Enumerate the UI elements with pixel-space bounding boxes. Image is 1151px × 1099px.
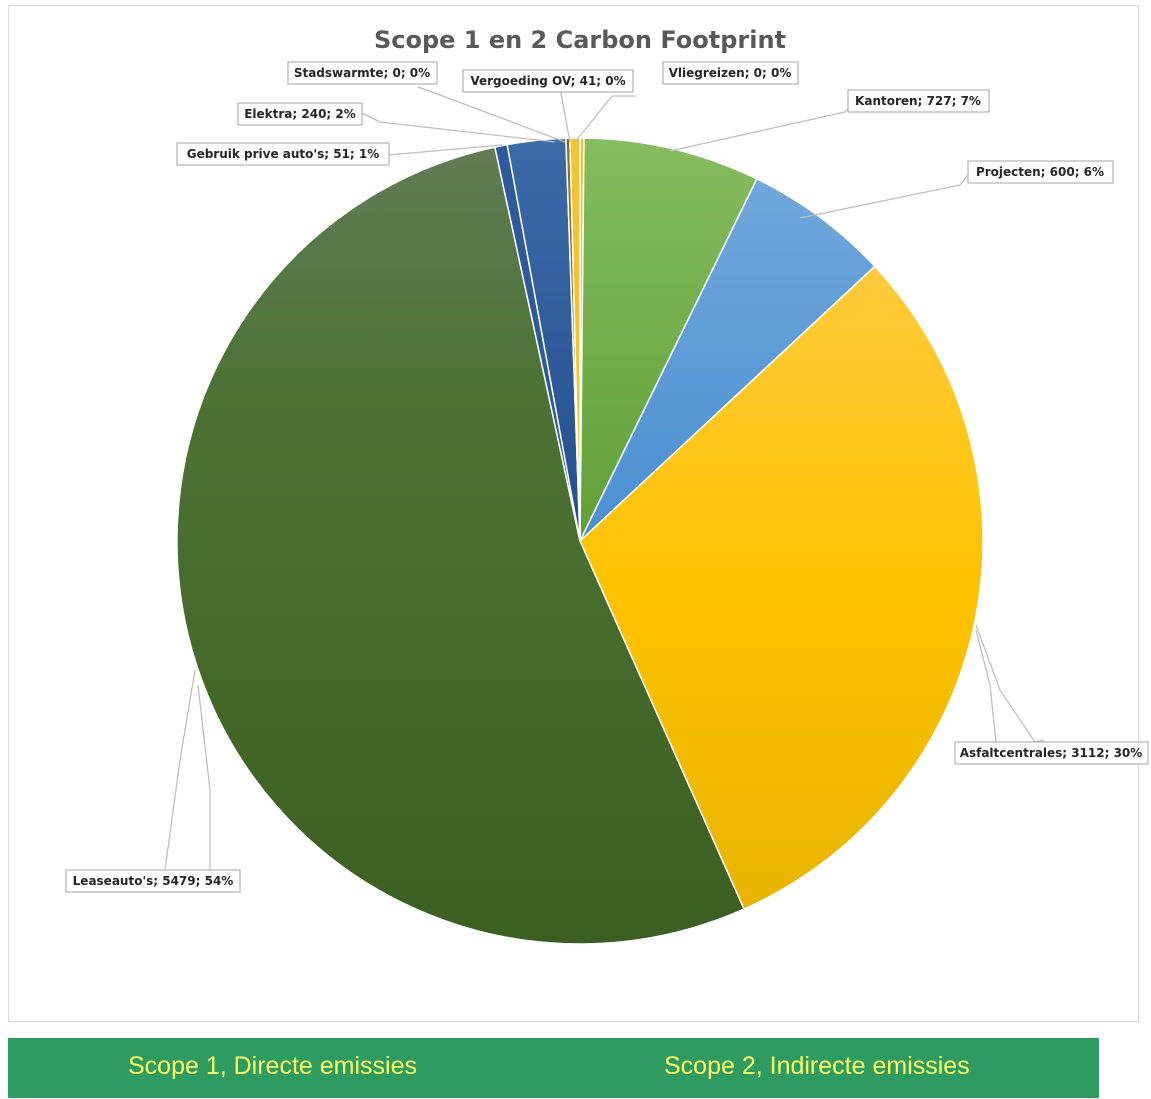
- svg-text:Leaseauto's; 5479; 54%: Leaseauto's; 5479; 54%: [73, 874, 234, 888]
- leader-line: [799, 174, 969, 219]
- leader-line: [164, 669, 196, 871]
- slices-layer: [176, 137, 984, 945]
- data-label-leaseautos: Leaseauto's; 5479; 54%: [65, 869, 241, 893]
- data-label-vliegreizen: Vliegreizen; 0; 0%: [662, 61, 799, 85]
- svg-text:Elektra; 240; 2%: Elektra; 240; 2%: [244, 107, 356, 121]
- scope-1-label: Scope 1, Directe emissies: [128, 1052, 418, 1080]
- leader-line: [975, 629, 997, 743]
- leader-line: [361, 112, 556, 143]
- data-label-elektra: Elektra; 240; 2%: [237, 102, 363, 126]
- scope-2-label: Scope 2, Indirecte emissies: [664, 1052, 970, 1080]
- svg-text:Vliegreizen; 0; 0%: Vliegreizen; 0; 0%: [669, 66, 792, 80]
- data-label-vergoeding-ov: Vergoeding OV; 41; 0%: [462, 69, 634, 93]
- svg-text:Vergoeding OV; 41; 0%: Vergoeding OV; 41; 0%: [470, 74, 625, 88]
- leader-line: [975, 624, 1045, 743]
- pie-slice-leaseauto-s: [176, 146, 746, 945]
- leader-line: [669, 103, 854, 152]
- pie-slice-asfaltcentrales: [579, 265, 984, 911]
- leader-line: [387, 144, 503, 156]
- svg-text:Kantoren; 727; 7%: Kantoren; 727; 7%: [855, 94, 981, 108]
- data-label-kantoren: Kantoren; 727; 7%: [847, 89, 990, 113]
- data-label-gebruik-prive-autos: Gebruik prive auto's; 51; 1%: [176, 142, 390, 166]
- data-label-projecten: Projecten; 600; 6%: [967, 160, 1114, 184]
- svg-text:Asfaltcentrales; 3112; 30%: Asfaltcentrales; 3112; 30%: [960, 746, 1143, 760]
- data-label-stadswarmte: Stadswarmte; 0; 0%: [287, 61, 438, 85]
- leader-line: [559, 87, 571, 143]
- data-label-asfaltcentrales: Asfaltcentrales; 3112; 30%: [954, 741, 1149, 765]
- pie-slice-kantoren: [579, 137, 758, 542]
- leader-line: [417, 86, 566, 143]
- svg-text:Stadswarmte; 0; 0%: Stadswarmte; 0; 0%: [294, 66, 430, 80]
- svg-text:Gebruik prive auto's; 51; 1%: Gebruik prive auto's; 51; 1%: [187, 147, 380, 161]
- leader-line: [197, 684, 211, 870]
- chart-title: Scope 1 en 2 Carbon Footprint: [374, 26, 786, 54]
- pie-slice-projecten: [579, 177, 876, 542]
- leader-line: [574, 95, 636, 143]
- scope-legend-bar: Scope 1, Directe emissies Scope 2, Indir…: [8, 1038, 1099, 1098]
- svg-text:Projecten; 600; 6%: Projecten; 600; 6%: [976, 165, 1104, 179]
